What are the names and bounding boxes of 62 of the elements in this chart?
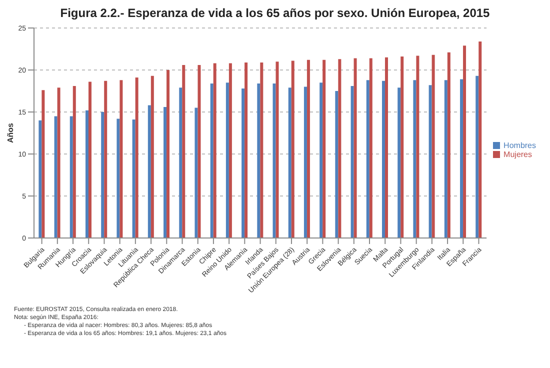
bar — [476, 76, 479, 238]
bar — [213, 63, 216, 238]
bar — [164, 106, 167, 238]
bar — [276, 62, 279, 238]
bar — [382, 80, 385, 238]
bar — [398, 88, 401, 238]
bar — [304, 86, 307, 238]
bar — [104, 80, 108, 238]
bar — [291, 60, 294, 238]
bar — [166, 70, 170, 238]
bar — [416, 56, 420, 238]
bar — [54, 116, 58, 238]
bar — [198, 64, 201, 238]
bar — [444, 80, 448, 238]
bar — [400, 56, 404, 238]
bar — [135, 78, 138, 238]
y-axis-title: Años — [6, 122, 15, 143]
bar — [150, 76, 154, 238]
bar — [413, 80, 416, 238]
bar — [85, 110, 88, 238]
bar — [354, 58, 357, 238]
bar — [288, 88, 292, 238]
bar — [116, 118, 120, 238]
bar — [132, 120, 136, 238]
bar — [182, 64, 186, 238]
bar — [338, 59, 342, 238]
bar — [428, 85, 432, 238]
bar — [478, 41, 482, 238]
bar — [366, 80, 370, 238]
bar — [335, 91, 338, 238]
bar — [322, 60, 326, 238]
bar — [194, 108, 198, 238]
chart-title: Figura 2.2.- Esperanza de vida a los 65 años por sexo. Unión Europea, 2015 — [59, 6, 491, 20]
bar — [306, 60, 310, 238]
bar — [179, 88, 182, 238]
bar — [72, 86, 76, 238]
bar — [70, 116, 73, 238]
bar — [432, 54, 435, 238]
bar — [350, 86, 354, 238]
bar — [38, 120, 42, 238]
bar — [260, 62, 264, 238]
bar — [148, 105, 151, 238]
bar — [226, 82, 229, 238]
bar — [272, 83, 276, 238]
bar — [242, 88, 245, 238]
bar — [384, 57, 388, 238]
bar — [88, 82, 92, 238]
bar — [210, 83, 214, 238]
bar — [463, 46, 466, 238]
bar — [320, 82, 323, 238]
bar — [257, 83, 260, 238]
legend-label: Mujeres — [504, 150, 532, 159]
bar — [57, 88, 60, 238]
bar — [228, 63, 232, 238]
bar — [244, 62, 248, 238]
bar — [101, 112, 104, 238]
legend-label: Hombres — [504, 141, 536, 150]
bar — [447, 52, 450, 238]
bar — [120, 80, 123, 238]
bar — [42, 90, 45, 238]
bar — [460, 79, 464, 238]
bar — [369, 58, 372, 238]
